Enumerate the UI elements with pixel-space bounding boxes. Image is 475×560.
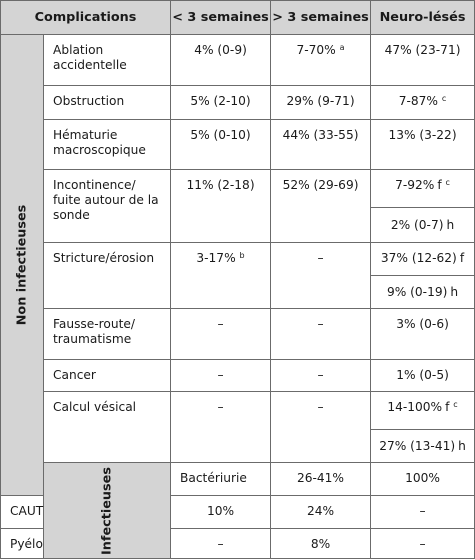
table-row: Hématurie macroscopique 5% (0-10) 44% (33… [1,119,475,170]
cell-gt3: 7-70% a [270,34,372,86]
footnote-mark: b [239,251,245,260]
table-row: Cancer – – 1% (0-5) [1,359,475,392]
cell-neuro: – [370,495,475,529]
cell-lt3: 3-17% b [170,242,272,309]
footnote-mark: c [453,400,458,409]
cell-gt3: – [270,391,372,463]
footnote-mark: c [445,178,450,187]
cell-lt3: – [170,308,272,360]
cell-neuro-b: 27% (13-41) h [370,429,475,463]
cell-lt3: – [170,528,272,559]
cell-neuro: 1% (0-5) [370,359,475,392]
header-complications: Complications [0,0,172,35]
table-row: Incontinence/fuite autour de la sonde 11%… [1,169,475,243]
cell-lt3: – [170,391,272,463]
row-label: CAUTI [0,495,47,529]
cell-neuro: 7-87% c [370,85,475,120]
cell-gt3: 24% [270,495,372,529]
row-label: Cancer [42,359,172,392]
cell-neuro: 47% (23-71) [370,34,475,86]
cell-neuro-b: 9% (0-19) h [370,275,475,309]
table-row: Obstruction 5% (2-10) 29% (9-71) 7-87% c [1,85,475,120]
cell-neuro-a: 7-92% f c [370,169,475,208]
table-row: Stricture/érosion 3-17% b – 37% (12-62) f [1,242,475,309]
cell-gt3: 52% (29-69) [270,169,372,243]
cell-neuro: 3% (0-6) [370,308,475,360]
row-label: Hématurie macroscopique [42,119,172,170]
table-row-sub: 2% (0-7) h [1,207,475,243]
row-label: Stricture/érosion [42,242,172,309]
header-neuro: Neuro-lésés [370,0,475,35]
table-row: Calcul vésical – – 14-100% f c [1,391,475,463]
cell-lt3: – [170,359,272,392]
table-row: Non infectieuses Ablation accidentelle 4%… [0,34,475,496]
cell-lt3: 5% (2-10) [170,85,272,120]
row-label: Obstruction [42,85,172,120]
row-label: Pyélonéphrite [0,528,94,559]
cell-gt3: 44% (33-55) [270,119,372,170]
row-label: Calcul vésical [42,391,172,463]
header-gt3: > 3 semaines [270,0,372,35]
cell-lt3: 26-41% [270,462,372,496]
row-label: Incontinence/fuite autour de la sonde [42,169,172,243]
table-row: Infectieuses Bactériurie 26-41% 100% – [1,462,475,559]
cell-gt3: 100% [370,462,475,496]
header-row: Complications < 3 semaines > 3 semaines … [0,0,475,35]
cell-neuro-b: 2% (0-7) h [370,207,475,243]
cell-neuro-a: 14-100% f c [370,391,475,430]
cell-neuro: – [370,528,475,559]
cell-lt3: 4% (0-9) [170,34,272,86]
cell-lt3: 5% (0-10) [170,119,272,170]
cell-gt3: 29% (9-71) [270,85,372,120]
cell-gt3: 8% [270,528,372,559]
row-label: Bactériurie [170,462,272,496]
row-label: Fausse-route/traumatisme [42,308,172,360]
footnote-mark: a [339,43,345,52]
table-row: Fausse-route/traumatisme – – 3% (0-6) [1,308,475,360]
header-lt3: < 3 semaines [170,0,272,35]
group-label-non-infectieuses: Non infectieuses [14,204,30,326]
cell-gt3: – [270,359,372,392]
table-row-sub: 9% (0-19) h [1,275,475,309]
cell-lt3: 10% [170,495,272,529]
cell-gt3: – [270,242,372,309]
group-label-infectieuses: Infectieuses [99,466,115,555]
cell-gt3: – [270,308,372,360]
row-label: Ablation accidentelle [42,34,172,86]
footnote-mark: c [441,94,447,103]
cell-neuro-a: 37% (12-62) f [370,242,475,276]
group-non-infectieuses: Non infectieuses [0,34,44,496]
group-infectieuses: Infectieuses [42,462,172,559]
cell-lt3: 11% (2-18) [170,169,272,243]
cell-neuro: 13% (3-22) [370,119,475,170]
